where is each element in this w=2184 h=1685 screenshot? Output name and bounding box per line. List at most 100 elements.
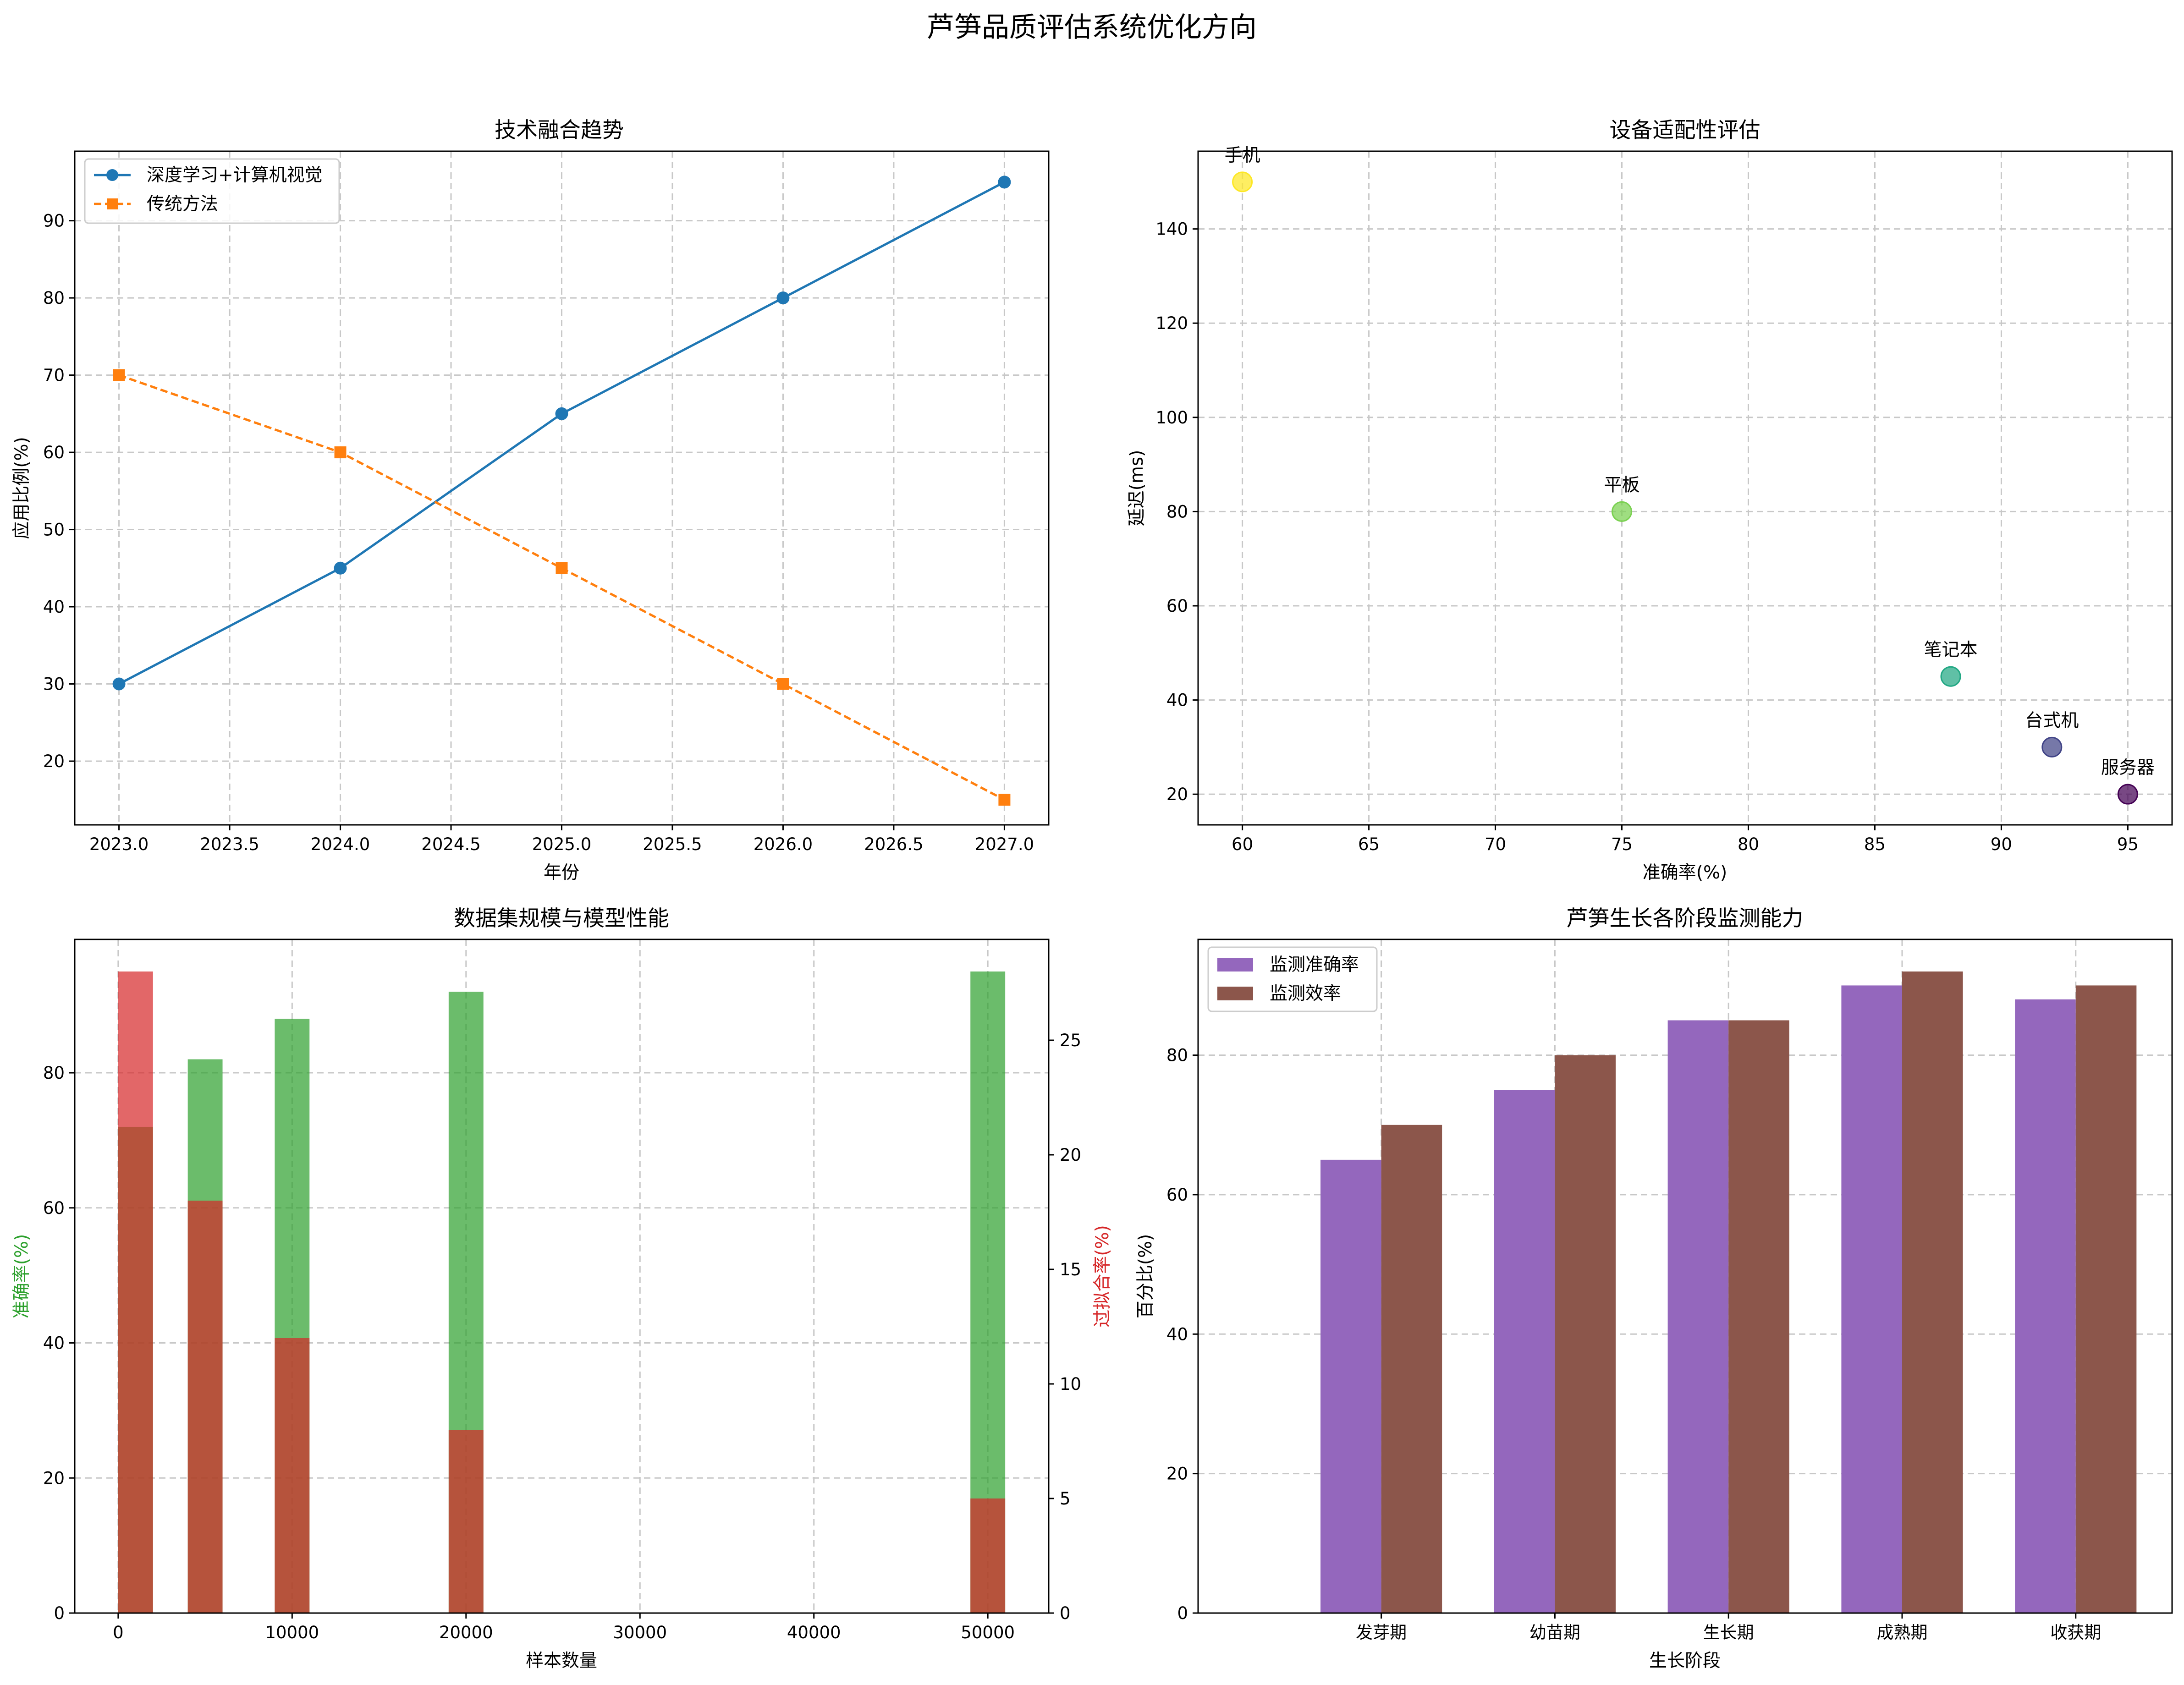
dataset-chart-y2-tick-label: 25 — [1060, 1031, 1081, 1050]
line-chart-x-label: 年份 — [544, 862, 579, 883]
line-chart-y-tick-label: 60 — [43, 443, 65, 462]
scatter-point-label: 笔记本 — [1924, 640, 1978, 660]
data-point-traditional — [113, 369, 125, 381]
line-chart-x-ticks: 2023.0 2023.5 2024.0 2024.5 2025.0 2025.5 2026… — [89, 825, 1034, 854]
dataset-chart-x-tick-label: 30000 — [613, 1623, 667, 1642]
scatter-chart-title: 设备适配性评估 — [1610, 118, 1760, 143]
legend-label-efficiency: 监测效率 — [1270, 983, 1341, 1004]
line-chart-y-tick-label: 30 — [43, 675, 65, 694]
data-point-deep-learning — [776, 291, 790, 305]
dataset-chart-x-tick-label: 10000 — [265, 1623, 319, 1642]
scatter-point — [2041, 736, 2063, 757]
scatter-chart-y-tick-label: 100 — [1155, 408, 1188, 428]
scatter-chart-x-tick-label: 75 — [1611, 834, 1633, 854]
line-chart-frame — [74, 150, 1050, 826]
dataset-chart-x-tick-label: 20000 — [439, 1623, 493, 1642]
growth-chart-x-tick-label: 发芽期 — [1356, 1623, 1407, 1642]
monitoring-efficiency-bar — [1728, 1020, 1789, 1613]
growth-chart-y-tick-label: 80 — [1166, 1046, 1188, 1065]
legend-label-traditional: 传统方法 — [147, 194, 218, 214]
growth-chart-legend: 监测准确率 监测效率 — [1207, 946, 1378, 1012]
legend-marker-traditional — [107, 198, 118, 209]
scatter-point — [1940, 666, 1961, 687]
scatter-point — [2117, 784, 2138, 805]
growth-chart-x-tick-label: 生长期 — [1703, 1623, 1754, 1642]
legend-swatch-efficiency — [1217, 987, 1253, 1000]
dataset-chart-x-label: 样本数量 — [526, 1651, 597, 1671]
monitoring-accuracy-bar — [1494, 1090, 1555, 1613]
monitoring-accuracy-bar — [1320, 1159, 1381, 1613]
dataset-chart-y2-ticks: 0 5 10 15 20 25 — [1049, 1031, 1081, 1623]
dataset-chart-panel: 数据集规模与模型性能 0 10000 20000 30000 40000 50000 0 2… — [11, 906, 1113, 1671]
scatter-chart-x-tick-label: 70 — [1485, 834, 1506, 854]
dataset-chart-y-tick-label: 80 — [43, 1063, 65, 1083]
dataset-chart-bars — [118, 971, 1006, 1613]
dataset-chart-frame — [74, 939, 1050, 1614]
dataset-chart-y-label: 准确率(%) — [11, 1234, 32, 1319]
line-chart-y-tick-label: 40 — [43, 597, 65, 617]
line-chart-panel: 技术融合趋势 2023.0 2023.5 2024.0 2024.5 2025.0 202… — [11, 118, 1050, 883]
dataset-chart-y-ticks: 0 20 40 60 80 — [43, 1063, 75, 1623]
scatter-chart-y-tick-label: 60 — [1166, 596, 1188, 616]
scatter-chart-panel: 设备适配性评估 60 65 70 75 80 85 90 95 20 40 60 80 100 120 1… — [1127, 118, 2173, 883]
growth-chart-x-tick-label: 收获期 — [2050, 1623, 2101, 1642]
dataset-chart-y2-tick-label: 5 — [1060, 1489, 1071, 1509]
line-chart-legend-box — [84, 158, 340, 224]
legend-marker-dl — [106, 169, 118, 181]
line-chart-x-tick-label: 2026.5 — [864, 834, 923, 854]
growth-chart-bars — [1320, 971, 2137, 1613]
line-chart-y-tick-label: 70 — [43, 366, 65, 385]
dataset-chart-y2-tick-label: 15 — [1060, 1260, 1081, 1279]
dataset-chart-y-tick-label: 40 — [43, 1334, 65, 1353]
dataset-chart-y2-label: 过拟合率(%) — [1092, 1225, 1113, 1328]
scatter-chart-x-tick-label: 80 — [1738, 834, 1759, 854]
scatter-chart-x-tick-label: 90 — [1991, 834, 2012, 854]
line-chart-x-tick-label: 2024.0 — [311, 834, 370, 854]
dataset-chart-title: 数据集规模与模型性能 — [454, 906, 669, 931]
line-chart-y-label: 应用比例(%) — [11, 437, 32, 539]
monitoring-accuracy-bar — [1667, 1020, 1729, 1613]
line-chart-x-tick-label: 2024.5 — [421, 834, 480, 854]
data-point-traditional — [334, 446, 347, 459]
scatter-chart-y-tick-label: 80 — [1166, 502, 1188, 521]
growth-chart-x-ticks: 发芽期 幼苗期 生长期 成熟期 收获期 — [1356, 1613, 2101, 1642]
monitoring-efficiency-bar — [2075, 985, 2137, 1613]
line-chart-x-tick-label: 2026.0 — [754, 834, 813, 854]
monitoring-accuracy-bar — [1841, 985, 1902, 1613]
line-chart-y-tick-label: 20 — [43, 752, 65, 771]
line-chart-x-tick-label: 2025.0 — [532, 834, 591, 854]
data-point-deep-learning — [112, 677, 126, 691]
data-point-traditional — [777, 678, 789, 690]
monitoring-accuracy-bar — [2015, 999, 2076, 1613]
dataset-chart-x-tick-label: 40000 — [787, 1623, 841, 1642]
line-chart-y-ticks: 20 30 40 50 60 70 80 90 — [43, 211, 75, 771]
scatter-chart-y-tick-label: 20 — [1166, 785, 1188, 804]
overfitting-bar — [448, 1430, 484, 1613]
dataset-chart-y-tick-label: 20 — [43, 1468, 65, 1488]
monitoring-efficiency-bar — [1555, 1055, 1616, 1613]
scatter-point-label: 平板 — [1604, 475, 1640, 495]
growth-chart-y-label: 百分比(%) — [1135, 1234, 1156, 1319]
data-point-traditional — [556, 562, 568, 574]
line-chart-x-tick-label: 2023.5 — [200, 834, 259, 854]
overfitting-bar — [970, 1498, 1006, 1613]
scatter-chart-frame — [1197, 150, 2173, 826]
legend-label-accuracy: 监测准确率 — [1270, 955, 1359, 975]
growth-chart-y-ticks: 0 20 40 60 80 — [1166, 1046, 1198, 1623]
line-chart-x-tick-label: 2023.0 — [89, 834, 149, 854]
dataset-chart-x-tick-label: 50000 — [961, 1623, 1015, 1642]
scatter-chart-x-label: 准确率(%) — [1643, 862, 1727, 883]
scatter-chart-y-tick-label: 140 — [1155, 220, 1188, 239]
scatter-chart-x-ticks: 60 65 70 75 80 85 90 95 — [1232, 825, 2139, 854]
scatter-chart-x-tick-label: 65 — [1358, 834, 1380, 854]
scatter-point-label: 服务器 — [2101, 757, 2155, 778]
line-chart-x-tick-label: 2027.0 — [975, 834, 1034, 854]
growth-chart-x-label: 生长阶段 — [1649, 1651, 1721, 1671]
overfitting-bar — [275, 1338, 310, 1613]
growth-chart-x-tick-label: 成熟期 — [1876, 1623, 1927, 1642]
growth-chart-y-tick-label: 0 — [1177, 1603, 1188, 1623]
monitoring-efficiency-bar — [1381, 1125, 1442, 1613]
data-point-deep-learning — [555, 407, 568, 420]
